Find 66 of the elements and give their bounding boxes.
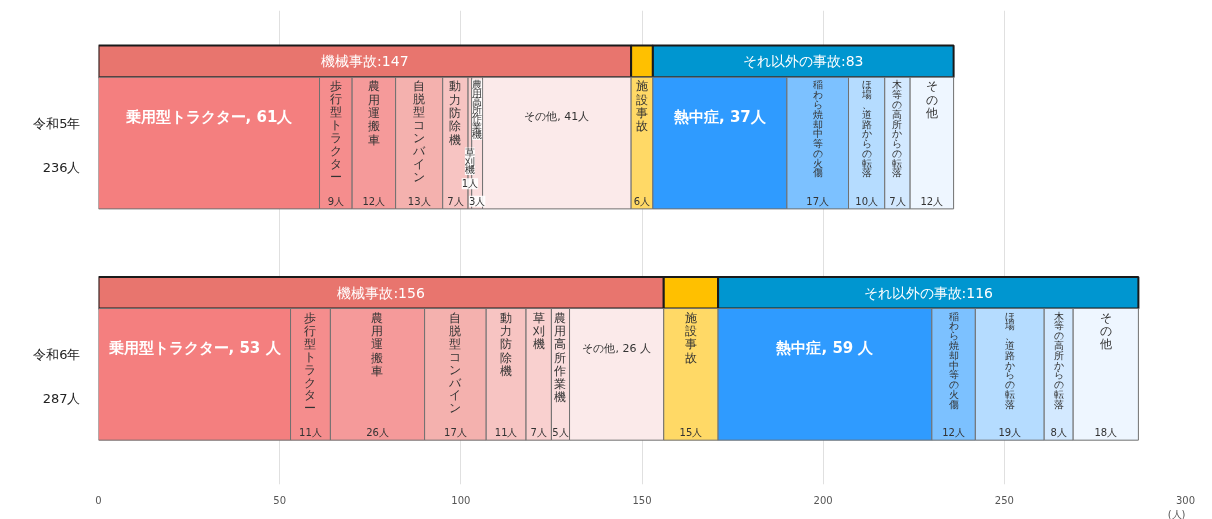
data-label: それ以外の事故:116 [863, 284, 994, 301]
series-label: 自脱型コンバイン [448, 310, 463, 416]
text: 草刈機 [532, 310, 545, 352]
x-tick-label: 0 [95, 494, 102, 506]
data-label: 17人 [806, 195, 830, 207]
series-label: 施設事故 [684, 310, 697, 365]
data-label: 7人 [889, 195, 906, 207]
text: ほ場、道路からの転落 [861, 79, 872, 179]
data-label: その他, 26 人 [582, 341, 651, 355]
data-label: 熱中症, 59 人 [775, 339, 875, 358]
text: 自脱型コンバイン [413, 79, 426, 185]
data-label: 機械事故:147 [321, 53, 409, 70]
total-label: 287人 [42, 390, 81, 406]
x-tick-label: 100 [451, 494, 471, 506]
data-label: 6人 [633, 195, 651, 207]
data-label: 11人 [299, 426, 322, 438]
data-label: その他, 41人 [524, 110, 590, 124]
data-label: 17人 [444, 426, 467, 438]
data-label: 13人 [407, 195, 431, 207]
x-tick-label: 50 [273, 494, 287, 506]
x-axis-title: (人) [1167, 508, 1186, 519]
data-label: 12人 [942, 426, 965, 438]
text: 動力防除機 [449, 79, 462, 147]
data-label: 7人 [447, 195, 464, 207]
text: 歩行型トラクター [329, 79, 342, 185]
data-label: 18人 [1094, 426, 1118, 438]
text: ほ場、道路からの転落 [1004, 310, 1015, 410]
total-label: 236人 [42, 159, 81, 175]
series-label: 農用高所作業機 [471, 79, 483, 140]
y-tick-label: 令和5年 [33, 115, 81, 131]
text: 施設事故 [636, 79, 648, 134]
text: 農用高所作業機 [554, 310, 567, 405]
data-label: 19人 [998, 426, 1022, 438]
series-label: 農用運搬車 [371, 310, 384, 378]
data-label: 11人 [494, 426, 518, 438]
text: 稲わら焼却中等の火傷 [812, 79, 823, 179]
data-label: 7人 [530, 426, 547, 438]
series-label: 歩行型トラクター [304, 310, 317, 416]
data-label: 12人 [362, 195, 386, 207]
data-label: 5人 [552, 426, 569, 438]
x-tick-label: 200 [813, 494, 833, 506]
series-label: その他 [1099, 310, 1112, 352]
data-label: 8人 [1050, 426, 1067, 438]
data-label: 熱中症, 37人 [673, 107, 767, 126]
text: 木等の高所からの転落 [892, 79, 903, 179]
data-label: 1人 [461, 178, 479, 190]
data-label: 3人 [468, 195, 486, 207]
text: 稲わら焼却中等の火傷 [948, 310, 959, 410]
text: 木等の高所からの転落 [1053, 310, 1064, 410]
y-tick-label: 令和6年 [33, 347, 81, 363]
data-label: 機械事故:156 [337, 284, 425, 301]
series-label: 草刈機 [463, 147, 475, 175]
data-label: 12人 [920, 195, 944, 207]
x-tick-label: 150 [632, 494, 652, 506]
data-label: 9人 [327, 195, 345, 207]
text: その他 [925, 79, 938, 121]
series-label: 動力防除機 [500, 310, 513, 378]
data-label: 乗用型トラクター, 53 人 [107, 339, 282, 358]
data-label: 10人 [855, 195, 879, 207]
data-label: 乗用型トラクター, 61人 [124, 107, 294, 126]
text: 農用運搬車 [367, 79, 380, 147]
x-tick-label: 250 [994, 494, 1014, 506]
data-label: それ以外の事故:83 [742, 53, 864, 70]
data-label: 15人 [679, 426, 703, 438]
data-label: 26人 [366, 426, 389, 438]
x-tick-label: 300 [1175, 494, 1196, 506]
